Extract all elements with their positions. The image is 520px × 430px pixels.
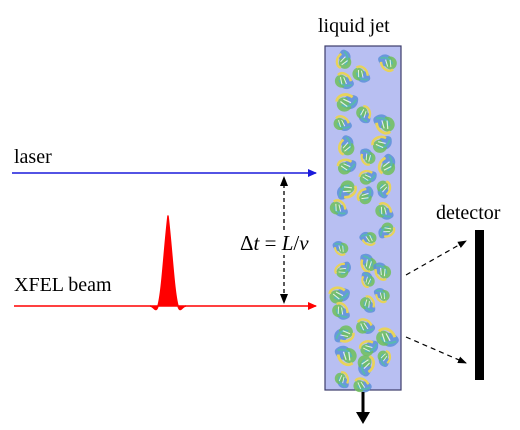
slash: / [293,231,300,255]
detector-label: detector [436,202,501,224]
delay-t: t [253,231,260,255]
xfel-pulse [149,215,187,311]
xfel-beam-label: XFEL beam [14,274,112,296]
distance-L: L [281,231,294,255]
liquid-jet-label: liquid jet [318,15,390,37]
delta-symbol: Δ [240,231,254,255]
velocity-v: v [299,231,309,255]
arrow-down-icon [356,392,370,424]
time-delay-equation: Δt = L/v [238,232,311,255]
detector-plate [475,230,484,380]
scatter-ray-lower [405,336,467,364]
laser-label: laser [14,146,52,168]
equals-sign: = [259,231,282,255]
scatter-ray-upper [405,240,467,276]
